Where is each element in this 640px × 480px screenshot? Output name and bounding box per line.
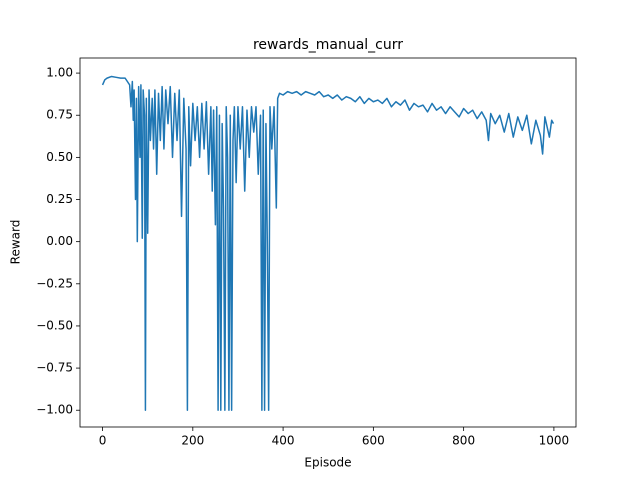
x-tick-label: 1000 bbox=[539, 434, 570, 448]
x-tick-label: 800 bbox=[452, 434, 475, 448]
y-tick-label: 0.50 bbox=[46, 150, 73, 164]
x-axis-label: Episode bbox=[304, 456, 351, 470]
y-tick-label: 0.75 bbox=[46, 108, 73, 122]
y-tick-label: 1.00 bbox=[46, 66, 73, 80]
x-tick-label: 0 bbox=[99, 434, 107, 448]
chart-title: rewards_manual_curr bbox=[253, 37, 403, 53]
y-tick-label: −0.50 bbox=[36, 318, 73, 332]
y-tick-label: 0.25 bbox=[46, 192, 73, 206]
y-tick-label: 0.00 bbox=[46, 234, 73, 248]
x-tick-label: 200 bbox=[181, 434, 204, 448]
x-tick-label: 400 bbox=[272, 434, 295, 448]
y-tick-label: −0.25 bbox=[36, 276, 73, 290]
axes-frame bbox=[79, 57, 577, 428]
line-series bbox=[101, 75, 555, 411]
y-tick-label: −0.75 bbox=[36, 361, 73, 375]
y-axis-label: Reward bbox=[9, 220, 23, 265]
x-tick-label: 600 bbox=[362, 434, 385, 448]
y-tick-label: −1.00 bbox=[36, 403, 73, 417]
